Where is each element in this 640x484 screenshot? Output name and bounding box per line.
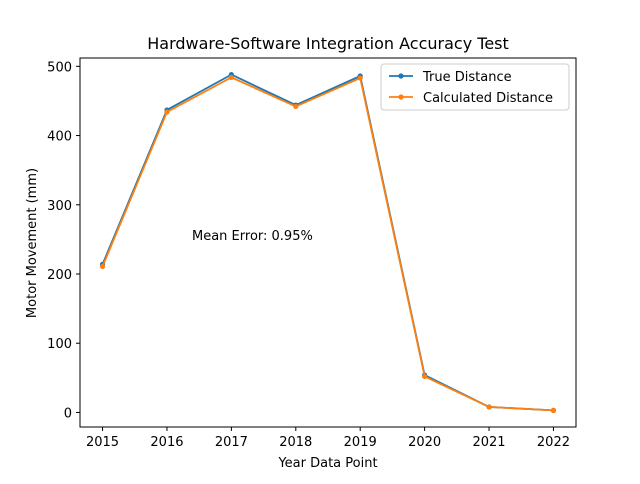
legend-label-2: Calculated Distance	[423, 91, 553, 106]
legend-marker-2	[398, 94, 404, 100]
x-axis-label: Year Data Point	[277, 456, 377, 471]
y-tick-label: 200	[47, 268, 72, 283]
x-tick-label: 2017	[215, 435, 248, 450]
x-tick-label: 2022	[537, 435, 570, 450]
series-2-point	[228, 74, 234, 80]
series-2-point	[422, 373, 428, 380]
x-tick-label: 2020	[408, 435, 441, 450]
series-2-point	[550, 407, 557, 413]
chart-title: Hardware-Software Integration Accuracy T…	[147, 34, 509, 53]
x-tick-label: 2018	[279, 435, 312, 450]
y-axis-label: Motor Movement (mm)	[25, 168, 40, 318]
axes-frame	[79, 57, 577, 428]
x-tick-label: 2019	[344, 435, 377, 450]
y-tick-label: 300	[47, 199, 72, 214]
y-tick-label: 500	[47, 60, 72, 75]
legend: True Distance Calculated Distance	[380, 63, 570, 111]
legend-marker-1	[398, 73, 404, 79]
series-2-point	[164, 109, 170, 115]
legend-label-1: True Distance	[422, 70, 512, 85]
series-line-2	[101, 76, 554, 412]
series-2-point	[99, 263, 106, 269]
plot-area: 2015 2016 2017 2018 2019 2020 2021 2022 0 100 200 3…	[47, 57, 577, 450]
x-tick-label: 2021	[472, 435, 505, 450]
y-tick-label: 400	[47, 130, 72, 145]
x-tick-label: 2016	[150, 435, 183, 450]
mean-error-annotation: Mean Error: 0.95%	[192, 229, 313, 244]
x-tick-label: 2015	[86, 435, 119, 450]
series-2-point	[293, 103, 299, 110]
y-tick-label: 0	[64, 406, 72, 421]
y-tick-label: 100	[47, 337, 72, 352]
series-2-point	[357, 75, 363, 81]
series-2-point	[486, 404, 492, 410]
legend-box	[380, 63, 570, 111]
